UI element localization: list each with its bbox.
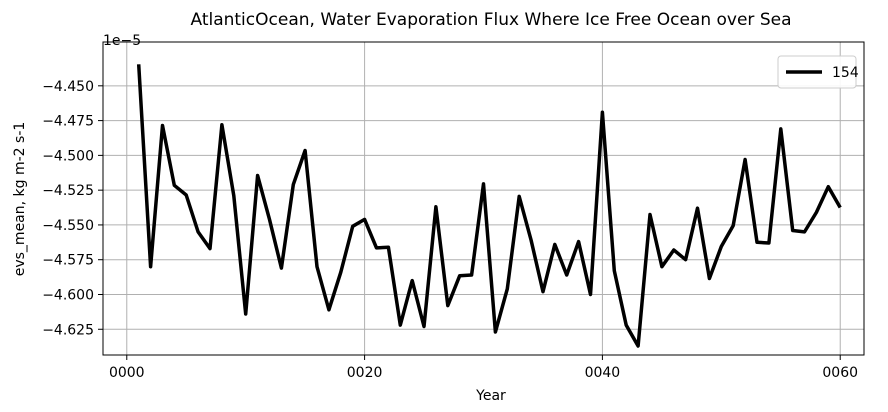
x-tick-label: 0040 xyxy=(585,365,621,381)
x-tick-label: 0000 xyxy=(109,365,145,381)
y-tick-label: −4.450 xyxy=(42,79,94,95)
x-tick-label: 0020 xyxy=(347,365,383,381)
legend: 154 xyxy=(777,55,859,89)
chart-title: AtlanticOcean, Water Evaporation Flux Wh… xyxy=(190,10,791,30)
series-layer xyxy=(136,64,842,348)
y-tick-label: −4.625 xyxy=(42,322,94,338)
legend-label: 154 xyxy=(832,65,859,81)
y-tick-label: −4.500 xyxy=(42,148,94,164)
axis-ticks: 0000 0020 0040 0060 −4.625 −4.600 −4.575 −4.550… xyxy=(42,79,858,381)
series-line-154 xyxy=(136,64,842,348)
y-tick-label: −4.575 xyxy=(42,253,94,269)
plot-frame xyxy=(102,41,865,356)
y-tick-label: −4.475 xyxy=(42,114,94,130)
y-offset-text: 1e−5 xyxy=(103,33,141,49)
x-axis-label: Year xyxy=(475,388,506,404)
y-tick-label: −4.550 xyxy=(42,218,94,234)
y-tick-label: −4.525 xyxy=(42,183,94,199)
y-axis-label: evs_mean, kg m-2 s-1 xyxy=(12,122,28,277)
y-tick-label: −4.600 xyxy=(42,287,94,303)
x-tick-label: 0060 xyxy=(822,365,858,381)
